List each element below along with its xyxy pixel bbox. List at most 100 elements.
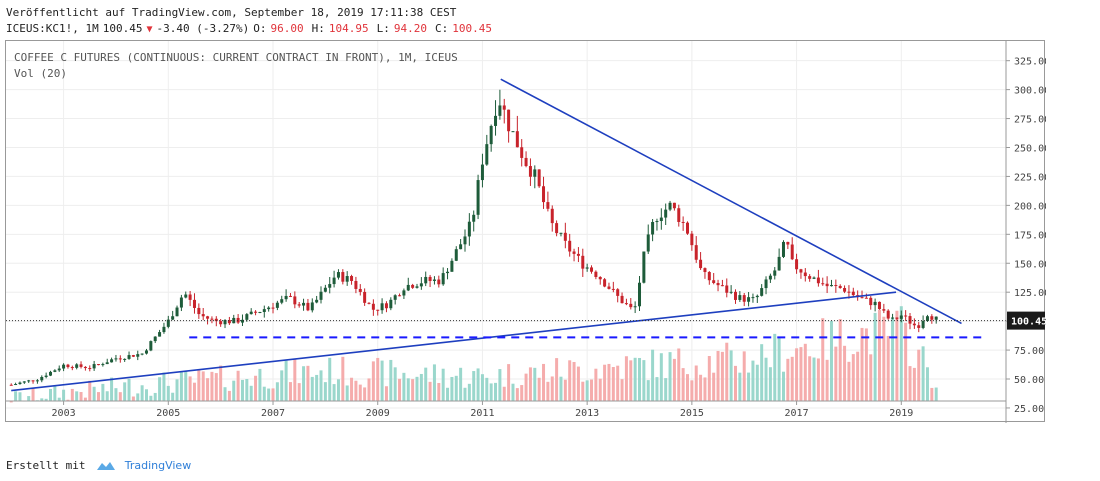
candle-body bbox=[795, 259, 799, 270]
close-number: 100.45 bbox=[452, 22, 492, 35]
volume-bar bbox=[834, 346, 838, 401]
candle-body bbox=[616, 289, 620, 296]
volume-bar bbox=[607, 363, 611, 401]
candle-body bbox=[336, 272, 340, 278]
tradingview-brand[interactable]: TradingView bbox=[124, 459, 192, 472]
volume-bar bbox=[638, 357, 642, 401]
candle-body bbox=[760, 288, 764, 296]
volume-bar bbox=[559, 376, 563, 401]
last-price-badge bbox=[1007, 311, 1045, 330]
candle-body bbox=[162, 326, 166, 333]
candle-body bbox=[638, 282, 642, 307]
volume-bar bbox=[594, 368, 598, 401]
candle-body bbox=[210, 318, 214, 320]
volume-bar bbox=[542, 363, 546, 401]
volume-bar bbox=[310, 376, 314, 401]
volume-bar bbox=[315, 374, 319, 401]
candle-body bbox=[542, 186, 546, 203]
volume-bar bbox=[603, 364, 607, 401]
volume-bar bbox=[232, 380, 236, 401]
volume-bar bbox=[642, 360, 646, 401]
volume-bar bbox=[14, 391, 18, 401]
candle-body bbox=[398, 295, 402, 297]
candle-body bbox=[358, 288, 362, 292]
volume-bar bbox=[699, 374, 703, 401]
volume-bar bbox=[803, 343, 807, 401]
volume-bar bbox=[690, 380, 694, 401]
volume-bar bbox=[236, 370, 240, 401]
y-tick-label: 125.00 bbox=[1014, 288, 1046, 299]
volume-bar bbox=[563, 379, 567, 401]
volume-bar bbox=[816, 358, 820, 401]
x-tick-label: 2013 bbox=[575, 408, 599, 419]
candle-body bbox=[254, 311, 258, 313]
candle-body bbox=[694, 245, 698, 260]
volume-bar bbox=[44, 398, 48, 401]
candle-body bbox=[472, 214, 476, 222]
candle-body bbox=[786, 241, 790, 245]
candle-body bbox=[118, 358, 122, 360]
volume-bar bbox=[664, 378, 668, 401]
chart-panel[interactable]: 325.00 300.00 275.00 250.00 225.00 200.00 175.… bbox=[5, 40, 1046, 423]
candle-body bbox=[703, 268, 707, 273]
candle-body bbox=[40, 376, 44, 381]
volume-bar bbox=[240, 379, 244, 401]
candle-body bbox=[860, 297, 864, 299]
candle-body bbox=[891, 317, 895, 319]
volume-bar bbox=[668, 352, 672, 401]
candle-body bbox=[864, 297, 868, 299]
candle-body bbox=[258, 311, 262, 313]
volume-bar bbox=[633, 357, 637, 401]
candle-body bbox=[877, 301, 881, 310]
price-chart[interactable]: 325.00 300.00 275.00 250.00 225.00 200.00 175.… bbox=[6, 41, 1046, 423]
volume-bar bbox=[799, 347, 803, 401]
candle-body bbox=[781, 241, 785, 257]
volume-bar bbox=[380, 360, 384, 401]
volume-bar bbox=[166, 385, 170, 401]
candle-body bbox=[825, 283, 829, 287]
volume-bar bbox=[441, 368, 445, 401]
candle-body bbox=[424, 276, 428, 284]
candle-body bbox=[563, 232, 567, 241]
volume-bar bbox=[376, 357, 380, 401]
volume-bar bbox=[568, 360, 572, 401]
volume-bar bbox=[389, 359, 393, 401]
volume-bar bbox=[467, 383, 471, 401]
candle-body bbox=[153, 336, 157, 342]
open-label: O: bbox=[253, 22, 267, 35]
candle-body bbox=[22, 381, 26, 383]
candle-body bbox=[629, 303, 633, 308]
y-tick-label: 300.00 bbox=[1014, 86, 1046, 97]
candle-body bbox=[511, 131, 515, 133]
volume-bar bbox=[9, 401, 13, 403]
candle-body bbox=[236, 317, 240, 323]
high-number: 104.95 bbox=[328, 22, 369, 35]
candle-body bbox=[192, 299, 196, 308]
candle-body bbox=[494, 115, 498, 126]
volume-bar bbox=[733, 365, 737, 401]
drawings[interactable] bbox=[6, 78, 1006, 392]
symbol-label[interactable]: ICEUS:KC1!, 1M bbox=[6, 22, 99, 35]
candle-body bbox=[925, 316, 929, 322]
footer: Erstellt mit TradingView bbox=[6, 459, 191, 472]
volume-bar bbox=[101, 383, 105, 401]
candle-body bbox=[223, 320, 227, 325]
volume-bar bbox=[760, 344, 764, 401]
volume-bar bbox=[686, 374, 690, 401]
volume-indicator-label[interactable]: Vol (20) bbox=[14, 67, 67, 80]
volume-bar bbox=[572, 361, 576, 401]
candle-body bbox=[459, 244, 463, 250]
candle-body bbox=[175, 307, 179, 317]
candle-body bbox=[110, 359, 114, 363]
y-tick-label: 25.00 bbox=[1014, 404, 1044, 415]
volume-bar bbox=[188, 376, 192, 401]
candle-body bbox=[899, 315, 903, 319]
candle-body bbox=[528, 166, 532, 177]
candle-body bbox=[341, 272, 345, 282]
candle-body bbox=[576, 253, 580, 256]
x-tick-label: 2009 bbox=[366, 408, 390, 419]
volume-bar bbox=[550, 376, 554, 401]
volume-bar bbox=[406, 378, 410, 401]
volume-bar bbox=[694, 365, 698, 401]
candle-body bbox=[633, 306, 637, 308]
